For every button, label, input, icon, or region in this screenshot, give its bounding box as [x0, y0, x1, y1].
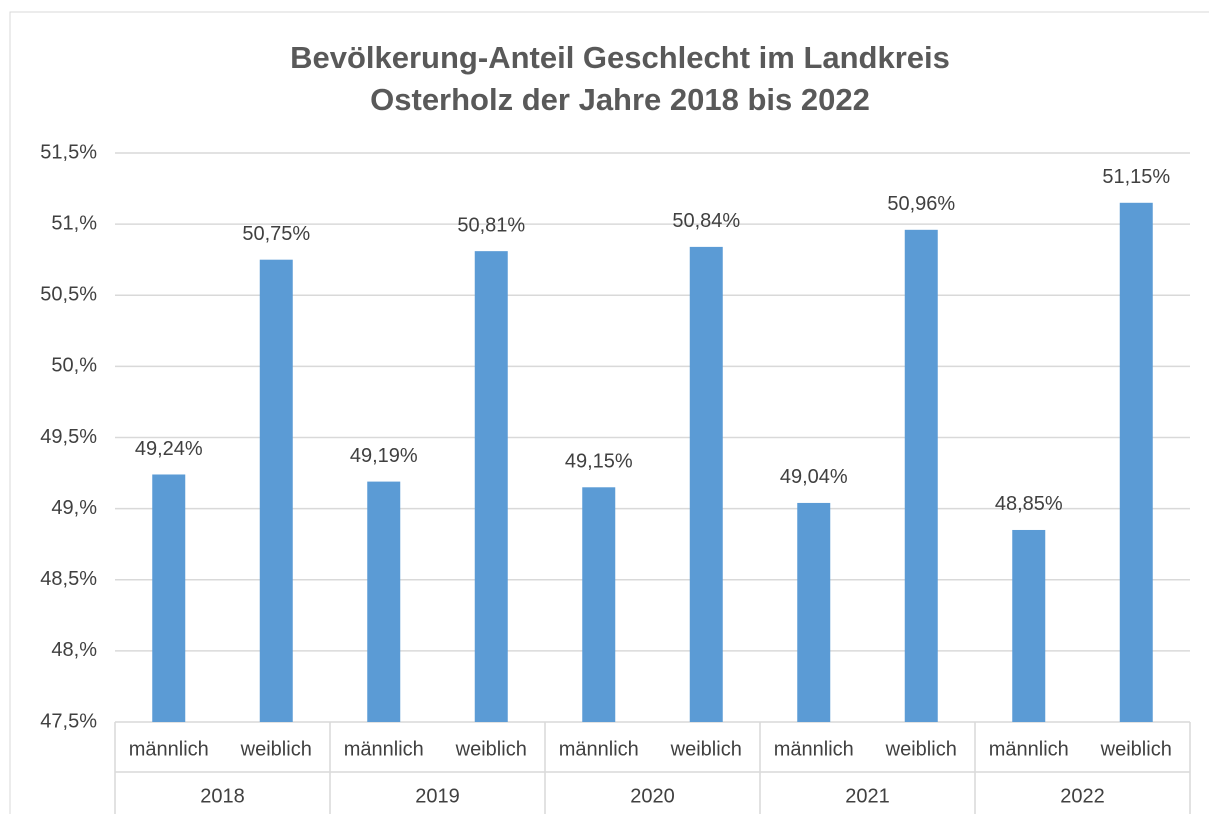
group-label: 2020 — [630, 785, 675, 807]
y-tick-label: 49,% — [51, 497, 97, 519]
group-label: 2018 — [200, 785, 245, 807]
chart-title: Osterholz der Jahre 2018 bis 2022 — [370, 82, 870, 117]
bar — [797, 502, 831, 722]
bar — [904, 229, 938, 722]
data-label: 49,19% — [350, 445, 418, 467]
y-tick-label: 47,5% — [40, 710, 97, 732]
y-tick-label: 48,% — [51, 639, 97, 661]
x-tick-label: weiblich — [455, 738, 527, 760]
x-tick-label: weiblich — [1100, 738, 1172, 760]
bar — [367, 481, 401, 722]
group-label: 2022 — [1060, 785, 1105, 807]
x-tick-label: weiblich — [670, 738, 742, 760]
data-label: 49,15% — [565, 451, 633, 473]
data-label: 50,81% — [457, 214, 525, 236]
group-label: 2021 — [845, 785, 890, 807]
x-tick-label: männlich — [989, 738, 1069, 760]
y-tick-label: 48,5% — [40, 568, 97, 590]
bar — [1012, 529, 1046, 722]
data-label: 50,96% — [887, 193, 955, 215]
x-tick-label: männlich — [774, 738, 854, 760]
bar — [474, 251, 508, 722]
bar — [259, 259, 293, 722]
x-tick-label: männlich — [129, 738, 209, 760]
y-tick-label: 50,% — [51, 355, 97, 377]
data-label: 49,04% — [780, 466, 848, 488]
data-label: 50,84% — [672, 210, 740, 232]
bar — [1119, 202, 1153, 723]
group-label: 2019 — [415, 785, 460, 807]
bar — [582, 487, 616, 722]
data-label: 50,75% — [242, 223, 310, 245]
x-tick-label: männlich — [344, 738, 424, 760]
data-label: 48,85% — [995, 493, 1063, 515]
chart-title: Bevölkerung-Anteil Geschlecht im Landkre… — [290, 40, 950, 75]
y-tick-label: 49,5% — [40, 426, 97, 448]
x-tick-label: weiblich — [240, 738, 312, 760]
data-label: 49,24% — [135, 438, 203, 460]
data-label: 51,15% — [1102, 166, 1170, 188]
bar — [152, 474, 186, 722]
y-tick-label: 51,5% — [40, 141, 97, 163]
y-tick-label: 51,% — [51, 212, 97, 234]
x-tick-label: männlich — [559, 738, 639, 760]
x-tick-label: weiblich — [885, 738, 957, 760]
bar — [689, 246, 723, 722]
y-tick-label: 50,5% — [40, 284, 97, 306]
